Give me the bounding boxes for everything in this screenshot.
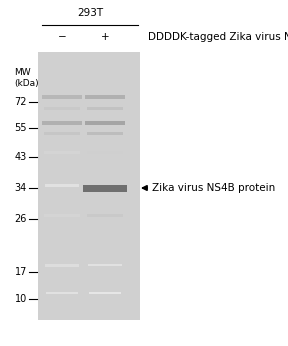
Bar — [44, 213, 80, 217]
Bar — [45, 183, 79, 186]
Text: 34: 34 — [15, 183, 27, 193]
Bar — [87, 107, 123, 109]
Text: 26: 26 — [15, 214, 27, 224]
Bar — [46, 292, 78, 294]
Bar — [44, 131, 80, 135]
Bar — [85, 95, 125, 99]
Bar — [38, 52, 140, 320]
Bar — [83, 184, 127, 191]
Bar — [45, 264, 79, 266]
Text: 293T: 293T — [77, 8, 103, 18]
Bar — [44, 151, 80, 154]
Bar — [87, 151, 123, 154]
Text: −: − — [58, 32, 66, 42]
Text: 10: 10 — [15, 294, 27, 304]
Bar — [88, 264, 122, 266]
Bar — [87, 213, 123, 217]
Text: DDDDK-tagged Zika virus NS4B: DDDDK-tagged Zika virus NS4B — [148, 32, 288, 42]
Text: 17: 17 — [15, 267, 27, 277]
Text: +: + — [101, 32, 109, 42]
Bar — [42, 95, 82, 99]
Bar — [87, 131, 123, 135]
Text: 43: 43 — [15, 152, 27, 162]
Bar — [89, 292, 121, 294]
Text: 72: 72 — [14, 97, 27, 107]
Text: 55: 55 — [14, 123, 27, 133]
Text: Zika virus NS4B protein: Zika virus NS4B protein — [152, 183, 275, 193]
Bar — [85, 121, 125, 125]
Bar — [42, 121, 82, 125]
Text: MW
(kDa): MW (kDa) — [14, 68, 39, 88]
Bar — [44, 107, 80, 109]
